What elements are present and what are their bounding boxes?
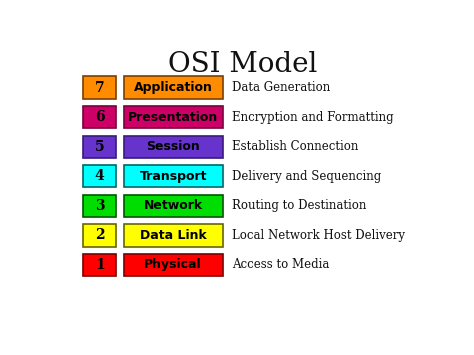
Text: Establish Connection: Establish Connection — [232, 140, 358, 153]
Text: 2: 2 — [95, 228, 104, 242]
Text: Application: Application — [134, 81, 212, 94]
Text: Access to Media: Access to Media — [232, 258, 329, 271]
Text: Encryption and Formatting: Encryption and Formatting — [232, 111, 393, 124]
Text: 6: 6 — [95, 110, 104, 124]
Text: Data Link: Data Link — [140, 229, 207, 242]
FancyBboxPatch shape — [124, 224, 223, 246]
FancyBboxPatch shape — [124, 195, 223, 217]
Text: Presentation: Presentation — [128, 111, 218, 124]
FancyBboxPatch shape — [83, 106, 116, 129]
Text: 4: 4 — [95, 169, 105, 183]
FancyBboxPatch shape — [124, 253, 223, 276]
Text: Local Network Host Delivery: Local Network Host Delivery — [232, 229, 405, 242]
FancyBboxPatch shape — [83, 136, 116, 158]
Text: OSI Model: OSI Model — [168, 51, 318, 78]
Text: Physical: Physical — [144, 258, 202, 271]
Text: Routing to Destination: Routing to Destination — [232, 199, 366, 212]
Text: Session: Session — [146, 140, 200, 153]
FancyBboxPatch shape — [83, 253, 116, 276]
FancyBboxPatch shape — [124, 165, 223, 187]
FancyBboxPatch shape — [124, 136, 223, 158]
Text: 3: 3 — [95, 199, 104, 213]
FancyBboxPatch shape — [124, 106, 223, 129]
FancyBboxPatch shape — [83, 76, 116, 99]
FancyBboxPatch shape — [124, 76, 223, 99]
Text: Delivery and Sequencing: Delivery and Sequencing — [232, 170, 381, 183]
Text: Transport: Transport — [139, 170, 207, 183]
Text: Data Generation: Data Generation — [232, 81, 330, 94]
Text: 7: 7 — [95, 81, 104, 95]
FancyBboxPatch shape — [83, 165, 116, 187]
Text: 5: 5 — [95, 140, 104, 154]
FancyBboxPatch shape — [83, 195, 116, 217]
FancyBboxPatch shape — [83, 224, 116, 246]
Text: Network: Network — [144, 199, 203, 212]
Text: 1: 1 — [95, 258, 105, 272]
